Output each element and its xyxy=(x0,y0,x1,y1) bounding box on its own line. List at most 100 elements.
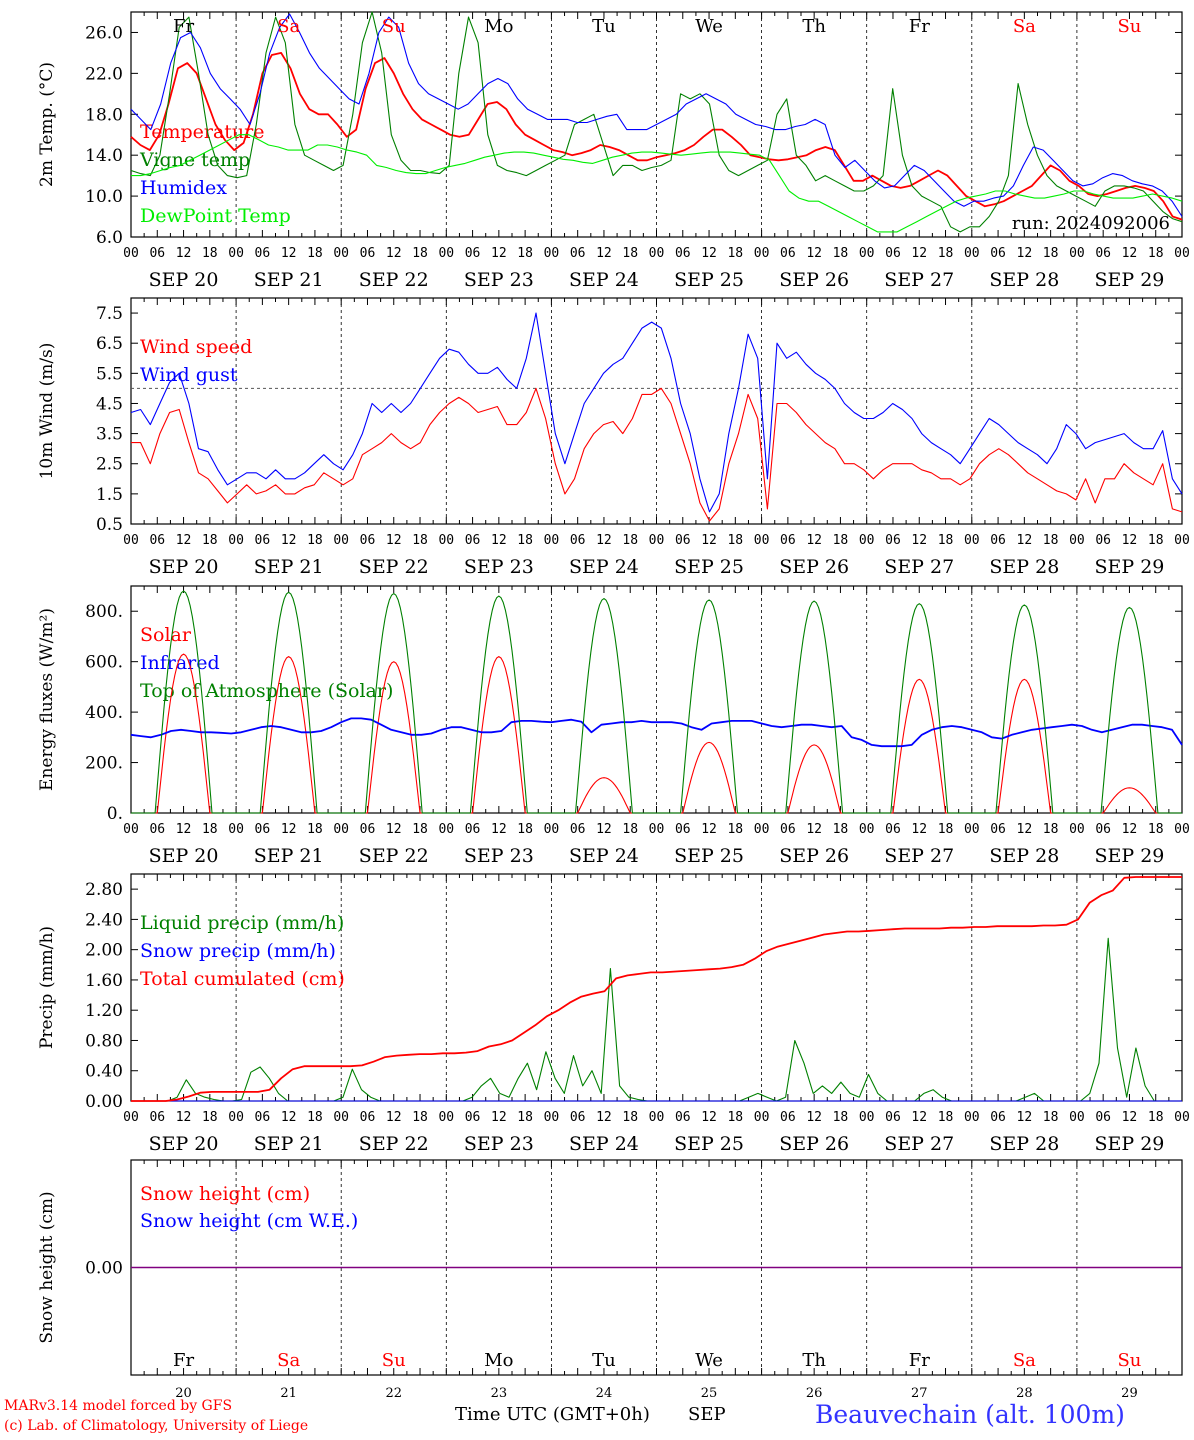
hour-label: 06 xyxy=(885,533,901,548)
hour-label: 18 xyxy=(1148,246,1164,261)
hour-label: 12 xyxy=(701,1110,717,1125)
hour-label: 12 xyxy=(176,533,192,548)
hour-label: 00 xyxy=(649,822,665,837)
hour-label: 18 xyxy=(202,822,218,837)
weekday-label: Fr xyxy=(173,16,194,37)
hour-label: 12 xyxy=(701,822,717,837)
weekday-label: Tu xyxy=(592,16,616,37)
series-line xyxy=(131,134,1183,233)
hour-label: 06 xyxy=(360,533,376,548)
day-number-label: 25 xyxy=(701,1386,718,1401)
y-tick-label: 400. xyxy=(85,703,123,723)
date-label: SEP 26 xyxy=(779,1133,849,1155)
hour-label: 00 xyxy=(544,1110,560,1125)
hour-label: 00 xyxy=(333,1110,349,1125)
date-label: SEP 25 xyxy=(674,1133,744,1155)
day-number-label: 27 xyxy=(911,1386,928,1401)
y-tick-label: 3.5 xyxy=(96,425,123,445)
hour-label: 18 xyxy=(202,246,218,261)
station-name: Beauvechain (alt. 100m) xyxy=(815,1400,1125,1429)
hour-label: 00 xyxy=(228,533,244,548)
panel-4: Precip (mm/h) 0.00 0.40 0.80 1.20 1.60 2.00 2.4… xyxy=(37,873,1190,1155)
date-label: SEP 24 xyxy=(569,845,639,867)
hour-label: 12 xyxy=(806,246,822,261)
y-tick-label: 2.80 xyxy=(85,880,123,900)
hour-label: 06 xyxy=(149,822,165,837)
hour-label: 12 xyxy=(1122,533,1138,548)
hour-label: 06 xyxy=(1095,822,1111,837)
hour-label: 06 xyxy=(990,822,1006,837)
hour-label: 12 xyxy=(176,246,192,261)
date-label: SEP 22 xyxy=(359,845,429,867)
legend-entry: Wind gust xyxy=(140,364,238,386)
time-axis-month: SEP xyxy=(688,1404,726,1425)
hour-label: 00 xyxy=(123,1110,139,1125)
y-tick-label: 1.20 xyxy=(85,1001,123,1021)
hour-label: 00 xyxy=(1174,533,1190,548)
series-line xyxy=(130,312,1183,513)
legend-entry: Wind speed xyxy=(140,336,252,358)
date-label: SEP 20 xyxy=(149,556,219,578)
hour-label: 00 xyxy=(438,1110,454,1125)
date-label: SEP 26 xyxy=(779,269,849,291)
series-line xyxy=(131,590,1182,814)
hour-label: 12 xyxy=(911,246,927,261)
hour-label: 18 xyxy=(1148,533,1164,548)
hour-label: 06 xyxy=(255,533,271,548)
hour-label: 18 xyxy=(517,822,533,837)
hour-label: 00 xyxy=(1174,822,1190,837)
hour-label: 06 xyxy=(1095,246,1111,261)
hour-label: 18 xyxy=(727,533,743,548)
hour-label: 06 xyxy=(149,533,165,548)
hour-label: 00 xyxy=(1069,533,1085,548)
hour-label: 12 xyxy=(386,822,402,837)
day-number-label: 24 xyxy=(596,1386,613,1401)
y-axis-label: Snow height (cm) xyxy=(37,1191,57,1343)
hour-label: 00 xyxy=(964,246,980,261)
hour-label: 12 xyxy=(281,822,297,837)
y-tick-label: 0. xyxy=(107,804,123,824)
hour-label: 06 xyxy=(675,822,691,837)
hour-label: 00 xyxy=(859,822,875,837)
date-label: SEP 20 xyxy=(149,845,219,867)
hour-label: 12 xyxy=(701,246,717,261)
weekday-label: Th xyxy=(802,16,826,37)
hour-label: 18 xyxy=(622,1110,638,1125)
weekday-label: Th xyxy=(802,1350,826,1371)
hour-label: 00 xyxy=(1069,822,1085,837)
hour-label: 00 xyxy=(333,533,349,548)
date-label: SEP 26 xyxy=(779,845,849,867)
panel-5: Snow height (cm) 0.00 Snow height (cm) Snow… xyxy=(37,1159,1183,1376)
hour-label: 18 xyxy=(727,822,743,837)
hour-label: 12 xyxy=(806,1110,822,1125)
weekday-label: Mo xyxy=(484,16,513,37)
legend-entry: Humidex xyxy=(140,177,227,199)
hour-label: 18 xyxy=(727,1110,743,1125)
day-number-label: 21 xyxy=(280,1386,297,1401)
date-label: SEP 25 xyxy=(674,845,744,867)
hour-label: 00 xyxy=(333,246,349,261)
date-label: SEP 24 xyxy=(569,1133,639,1155)
hour-label: 12 xyxy=(596,246,612,261)
date-label: SEP 24 xyxy=(569,269,639,291)
y-tick-label: 6.5 xyxy=(96,334,123,354)
hour-label: 00 xyxy=(1069,246,1085,261)
y-tick-label: 6.0 xyxy=(96,228,123,248)
hour-label: 00 xyxy=(1174,246,1190,261)
date-label: SEP 23 xyxy=(464,269,534,291)
hour-label: 12 xyxy=(281,533,297,548)
panel-1: 2m Temp. (°C) 6.0 10.0 14.0 18.0 22.0 26.0 00 06… xyxy=(37,11,1190,291)
hour-label: 00 xyxy=(228,822,244,837)
series-line xyxy=(131,387,1183,522)
weekday-label: We xyxy=(695,1350,723,1371)
y-tick-label: 2.00 xyxy=(85,941,123,961)
hour-label: 06 xyxy=(465,1110,481,1125)
hour-label: 06 xyxy=(1095,1110,1111,1125)
hour-label: 00 xyxy=(649,533,665,548)
hour-label: 12 xyxy=(281,246,297,261)
day-number-label: 22 xyxy=(385,1386,402,1401)
day-number-label: 28 xyxy=(1016,1386,1033,1401)
date-label: SEP 21 xyxy=(254,1133,324,1155)
hour-label: 00 xyxy=(754,822,770,837)
hour-label: 12 xyxy=(1017,1110,1033,1125)
